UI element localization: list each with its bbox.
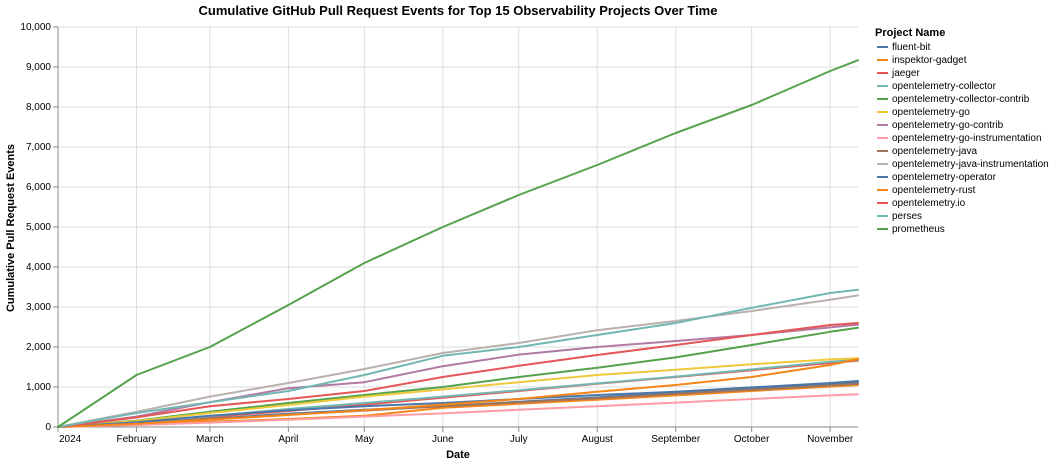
legend-label: opentelemetry-collector [892, 81, 997, 92]
series-line-opentelemetry-java [57, 382, 859, 428]
series-line-prometheus [57, 59, 859, 428]
y-tick-label: 10,000 [20, 22, 51, 33]
legend-item: opentelemetry-collector [877, 81, 997, 92]
y-tick-label: 4,000 [26, 262, 51, 273]
grid [57, 26, 858, 428]
legend-label: opentelemetry-rust [892, 185, 976, 196]
legend-label: opentelemetry-java-instrumentation [892, 159, 1049, 170]
legend-label: prometheus [892, 224, 945, 235]
legend-item: opentelemetry-java-instrumentation [877, 159, 1049, 170]
y-axis-title: Cumulative Pull Request Events [5, 144, 17, 312]
y-tick-label: 8,000 [26, 102, 51, 113]
series-line-opentelemetry-go [57, 357, 859, 428]
legend-label: opentelemetry-operator [892, 172, 997, 183]
x-tick-label: March [196, 434, 224, 445]
legend-label: opentelemetry-go [892, 107, 970, 118]
x-tick-label: June [432, 434, 454, 445]
legend-label: opentelemetry-collector-contrib [892, 94, 1030, 105]
x-tick-label: February [116, 434, 156, 445]
x-tick-label: July [510, 434, 528, 445]
y-tick-label: 9,000 [26, 62, 51, 73]
x-tick-label: October [734, 434, 770, 445]
series-line-opentelemetry-collector-contrib [57, 326, 859, 428]
legend-item: jaeger [877, 68, 920, 79]
series-line-opentelemetry.io [57, 322, 859, 428]
legend-item: fluent-bit [877, 42, 931, 53]
y-tick-label: 3,000 [26, 302, 51, 313]
legend-item: opentelemetry-go-contrib [877, 120, 1004, 131]
y-tick-label: 6,000 [26, 182, 51, 193]
legend-label: opentelemetry-go-instrumentation [892, 133, 1042, 144]
x-tick-label: August [582, 434, 613, 445]
series-line-opentelemetry-go-instrumentation [57, 393, 859, 428]
y-tick-label: 5,000 [26, 222, 51, 233]
x-tick-label: May [355, 434, 374, 445]
legend-item: perses [877, 211, 922, 222]
chart-title: Cumulative GitHub Pull Request Events fo… [199, 3, 718, 18]
y-tick-label: 0 [45, 422, 51, 433]
legend-label: inspektor-gadget [892, 55, 967, 66]
legend-label: perses [892, 211, 922, 222]
legend-item: opentelemetry.io [877, 198, 966, 209]
x-tick-label: April [278, 434, 298, 445]
legend-label: opentelemetry-go-contrib [892, 120, 1004, 131]
x-axis-title: Date [446, 449, 470, 461]
legend-label: fluent-bit [892, 42, 931, 53]
series-line-perses [57, 288, 859, 428]
legend-item: opentelemetry-collector-contrib [877, 94, 1030, 105]
legend-item: opentelemetry-operator [877, 172, 997, 183]
y-tick-label: 2,000 [26, 342, 51, 353]
legend-item: opentelemetry-go [877, 107, 970, 118]
legend-item: opentelemetry-rust [877, 185, 976, 196]
legend: Project Name fluent-bit inspektor-gadget j… [875, 27, 1049, 235]
y-tick-label: 7,000 [26, 142, 51, 153]
series-line-opentelemetry-rust [57, 358, 859, 428]
axes: 0 1,000 2,000 3,000 4,000 5,000 6,000 7,000 8,00… [20, 22, 858, 445]
legend-item: inspektor-gadget [877, 55, 967, 66]
legend-item: opentelemetry-go-instrumentation [877, 133, 1042, 144]
legend-item: opentelemetry-java [877, 146, 977, 157]
series-line-opentelemetry-java-instrumentation [57, 294, 859, 428]
legend-label: jaeger [891, 68, 920, 79]
legend-title: Project Name [875, 27, 945, 39]
legend-label: opentelemetry-java [892, 146, 977, 157]
legend-item: prometheus [877, 224, 945, 235]
x-tick-label: November [807, 434, 854, 445]
y-tick-label: 1,000 [26, 382, 51, 393]
x-tick-label: September [651, 434, 701, 445]
x-tick-label: 2024 [59, 434, 82, 445]
legend-label: opentelemetry.io [892, 198, 966, 209]
series-lines [57, 59, 859, 428]
